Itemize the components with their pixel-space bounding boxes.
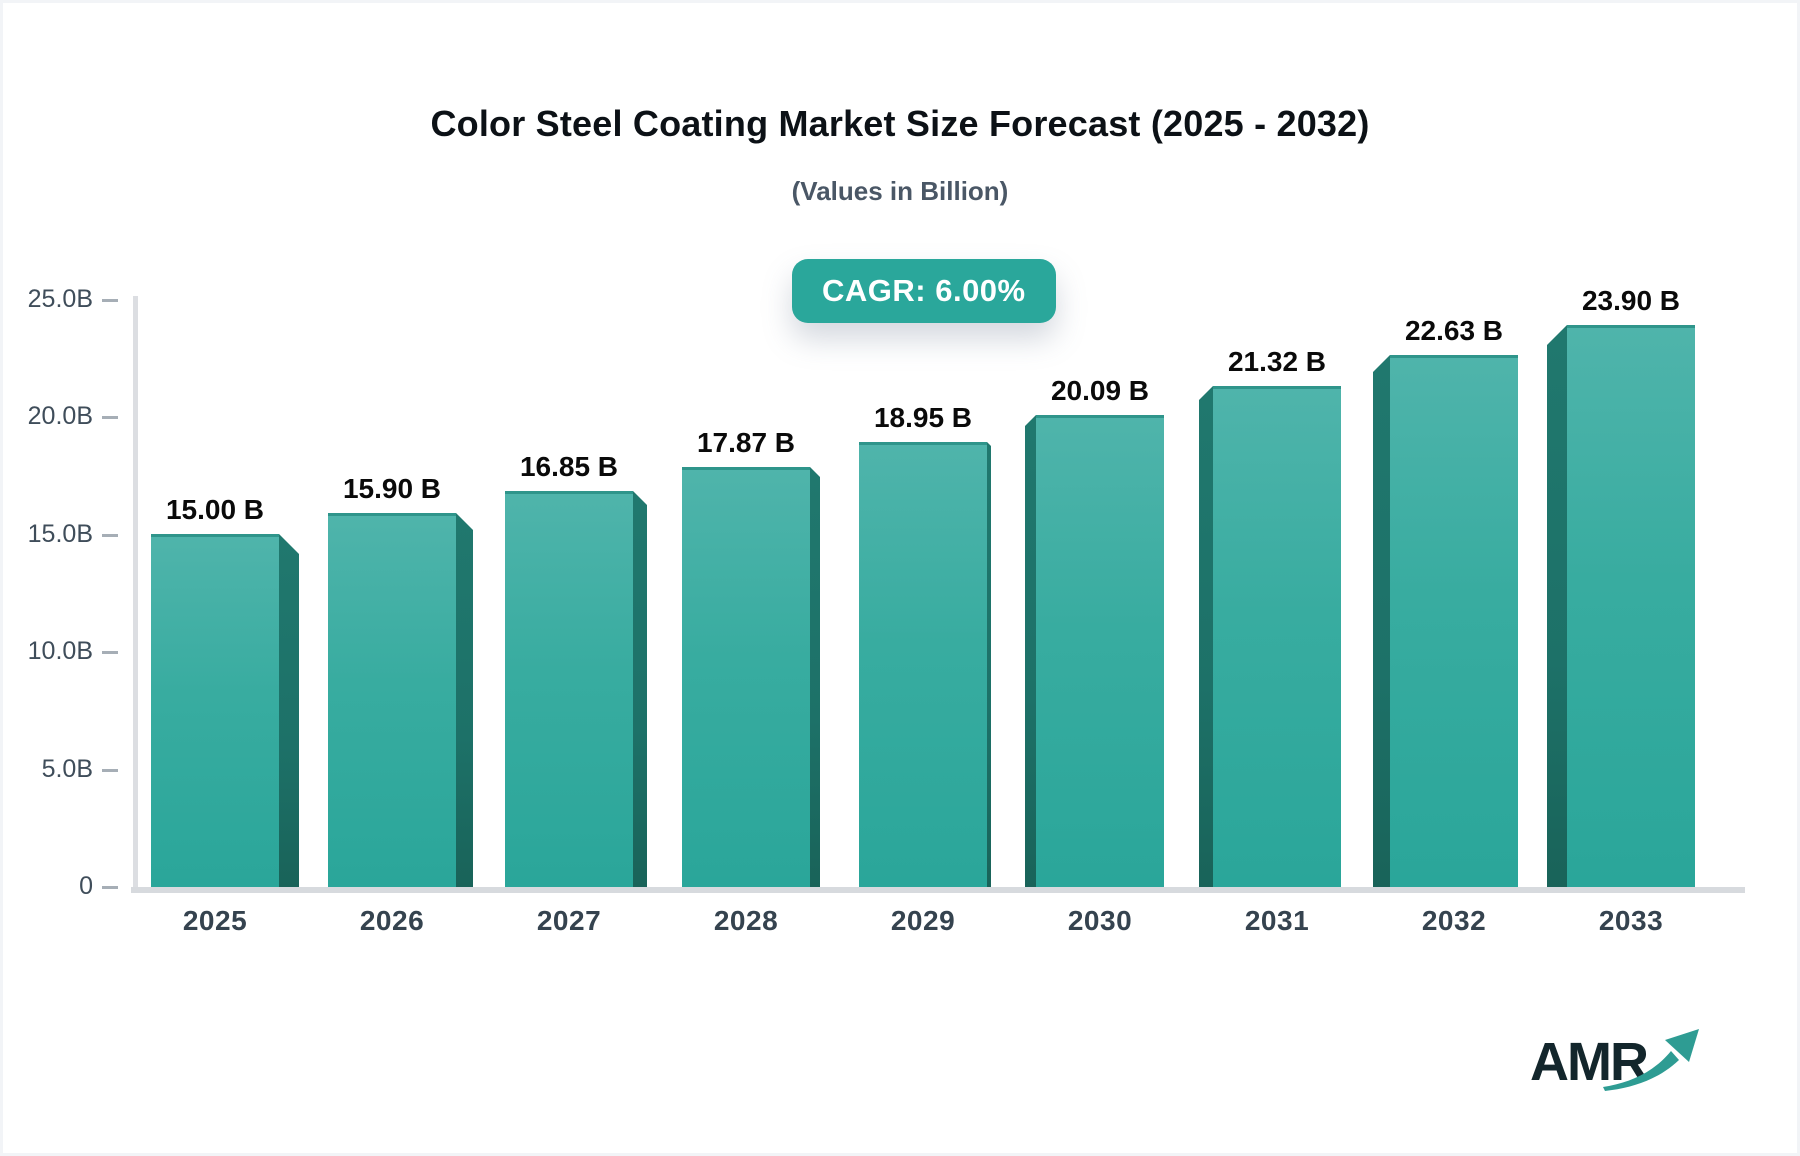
bar (505, 491, 633, 887)
y-axis-tick-dash (102, 533, 118, 537)
bar-3d-side (456, 513, 473, 887)
x-axis-tick-label: 2026 (359, 905, 425, 936)
x-axis-tick-label: 2028 (713, 905, 779, 936)
bar-value-label: 22.63 B (1404, 315, 1504, 346)
bar (1567, 325, 1695, 887)
bar-value-label: 18.95 B (873, 402, 973, 433)
y-axis-tick-dash (102, 651, 118, 654)
bar (1036, 415, 1164, 887)
y-axis-tick-label: 20.0B (27, 402, 93, 430)
y-axis-line (133, 296, 138, 893)
bar-3d-side (1199, 386, 1213, 887)
y-axis-tick-dash (102, 416, 118, 419)
bar-value-label: 23.90 B (1581, 285, 1681, 316)
bar-3d-side (1373, 355, 1390, 887)
x-axis-tick-label: 2032 (1421, 905, 1487, 936)
x-axis-baseline (131, 887, 1745, 893)
chart-subtitle: (Values in Billion) (791, 176, 1009, 206)
y-axis-tick-label: 10.0B (27, 637, 93, 665)
bar (328, 513, 456, 887)
y-axis-tick-label: 25.0B (27, 284, 93, 313)
y-axis-tick-label: 5.0B (41, 754, 93, 783)
bar (682, 467, 810, 887)
bar (859, 442, 987, 887)
growth-arrow-icon (1603, 1029, 1699, 1091)
brand-logo-text: AMR (1530, 1032, 1649, 1092)
bar-value-label: 15.00 B (165, 494, 265, 525)
x-axis-tick-label: 2029 (890, 905, 956, 936)
bar-value-label: 17.87 B (696, 427, 796, 458)
x-axis-tick-label: 2030 (1067, 905, 1133, 936)
bar (1213, 386, 1341, 887)
bar-3d-side (810, 467, 820, 887)
x-axis-tick-label: 2025 (182, 905, 248, 936)
bar-3d-side (633, 491, 647, 887)
x-axis-tick-label: 2027 (536, 905, 602, 936)
bar-3d-side (1025, 415, 1036, 887)
bar (1390, 355, 1518, 887)
bar-3d-side (279, 534, 299, 887)
bar-value-label: 21.32 B (1227, 346, 1327, 377)
x-axis-tick-label: 2031 (1244, 905, 1310, 936)
bar-value-label: 20.09 B (1050, 375, 1150, 406)
bar-3d-side (987, 442, 991, 887)
bar-3d-side (1547, 325, 1567, 887)
y-axis-tick-dash (102, 768, 118, 772)
bar (151, 534, 279, 887)
bar-value-label: 15.90 B (342, 473, 442, 504)
y-axis-tick-label: 0 (79, 872, 93, 900)
y-axis-tick-label: 15.0B (27, 519, 93, 548)
bar-value-label: 16.85 B (519, 451, 619, 482)
chart-title: Color Steel Coating Market Size Forecast… (430, 103, 1370, 144)
y-axis-tick-dash (102, 886, 118, 889)
cagr-badge: CAGR: 6.00% (792, 259, 1056, 323)
y-axis-tick-dash (102, 298, 118, 302)
brand-logo: AMR (1530, 1029, 1701, 1093)
x-axis-tick-label: 2033 (1598, 905, 1664, 936)
